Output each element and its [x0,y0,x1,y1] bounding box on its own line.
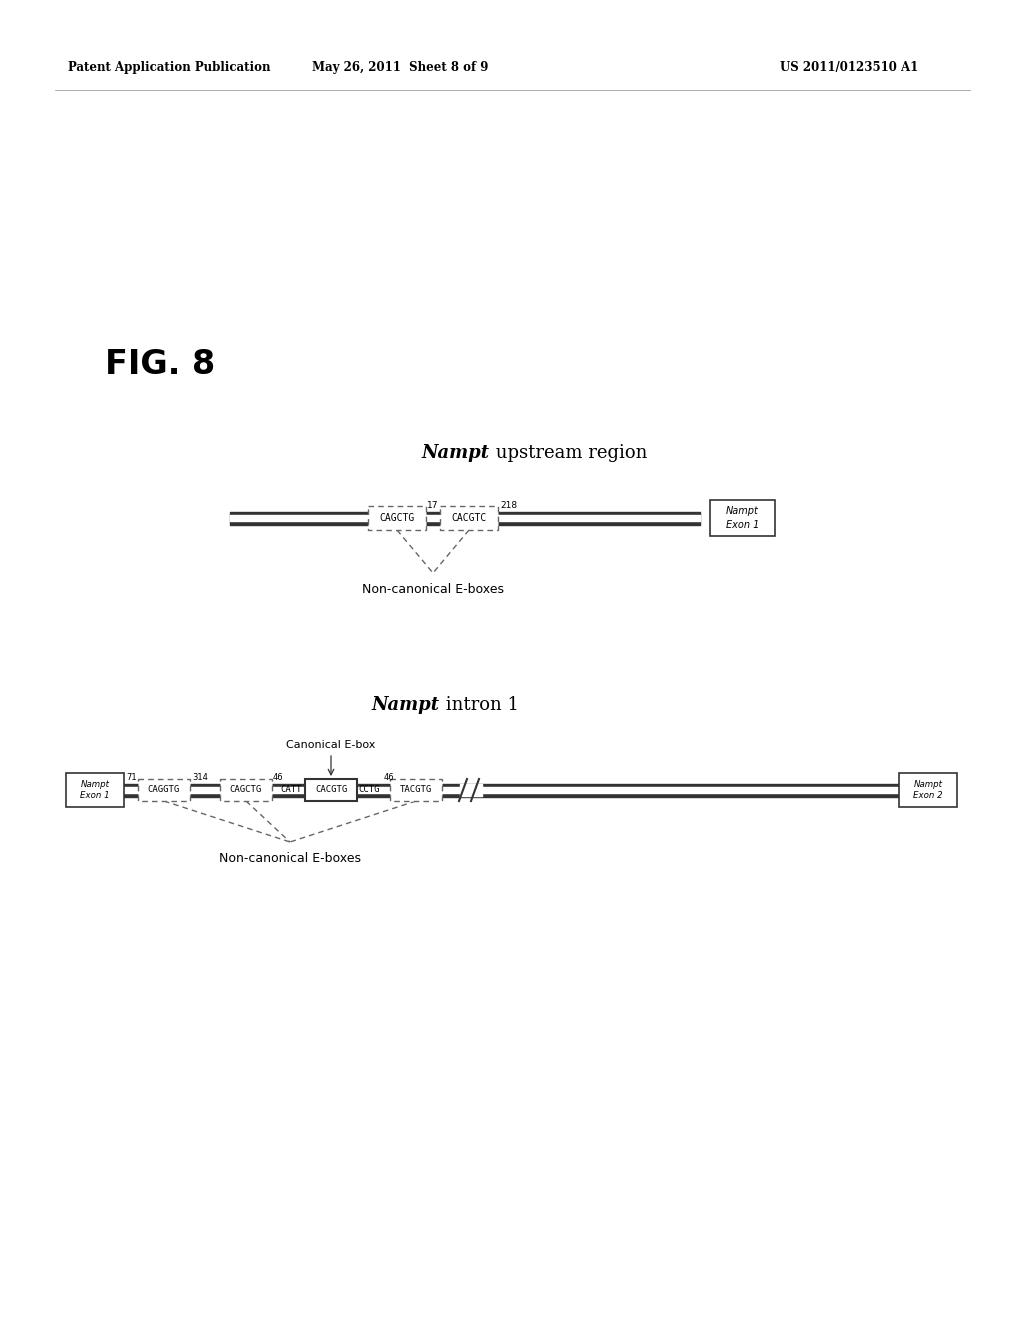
Text: 46: 46 [273,774,284,783]
Text: CAGGTG: CAGGTG [147,785,180,795]
Text: 218: 218 [500,500,517,510]
FancyBboxPatch shape [710,500,775,536]
Text: Patent Application Publication: Patent Application Publication [68,62,270,74]
Text: upstream region: upstream region [490,444,647,462]
Text: US 2011/0123510 A1: US 2011/0123510 A1 [780,62,919,74]
Text: Nampt: Nampt [372,696,440,714]
FancyBboxPatch shape [368,506,426,531]
Text: CAGCTG: CAGCTG [229,785,262,795]
Text: May 26, 2011  Sheet 8 of 9: May 26, 2011 Sheet 8 of 9 [312,62,488,74]
FancyBboxPatch shape [305,779,357,801]
FancyBboxPatch shape [899,774,957,807]
FancyBboxPatch shape [390,779,442,801]
FancyBboxPatch shape [220,779,272,801]
Text: Non-canonical E-boxes: Non-canonical E-boxes [362,583,504,597]
Text: CACGTC: CACGTC [452,513,486,523]
Text: CATT: CATT [280,785,301,795]
Text: intron 1: intron 1 [440,696,519,714]
Text: Nampt
Exon 1: Nampt Exon 1 [80,780,110,800]
Text: 314: 314 [193,774,208,783]
Text: CACGTG: CACGTG [314,785,347,795]
Text: Nampt
Exon 1: Nampt Exon 1 [726,507,759,529]
Text: CAGCTG: CAGCTG [379,513,415,523]
FancyBboxPatch shape [440,506,498,531]
Text: Canonical E-box: Canonical E-box [287,741,376,750]
Text: TACGTG: TACGTG [400,785,432,795]
Text: Non-canonical E-boxes: Non-canonical E-boxes [219,851,361,865]
Text: 46: 46 [384,774,394,783]
FancyBboxPatch shape [66,774,124,807]
FancyBboxPatch shape [138,779,190,801]
Text: CCTG: CCTG [358,785,380,795]
Text: Nampt
Exon 2: Nampt Exon 2 [913,780,943,800]
Text: 17: 17 [427,500,438,510]
Text: Nampt: Nampt [422,444,490,462]
Text: 71: 71 [126,772,136,781]
Text: FIG. 8: FIG. 8 [105,348,215,381]
